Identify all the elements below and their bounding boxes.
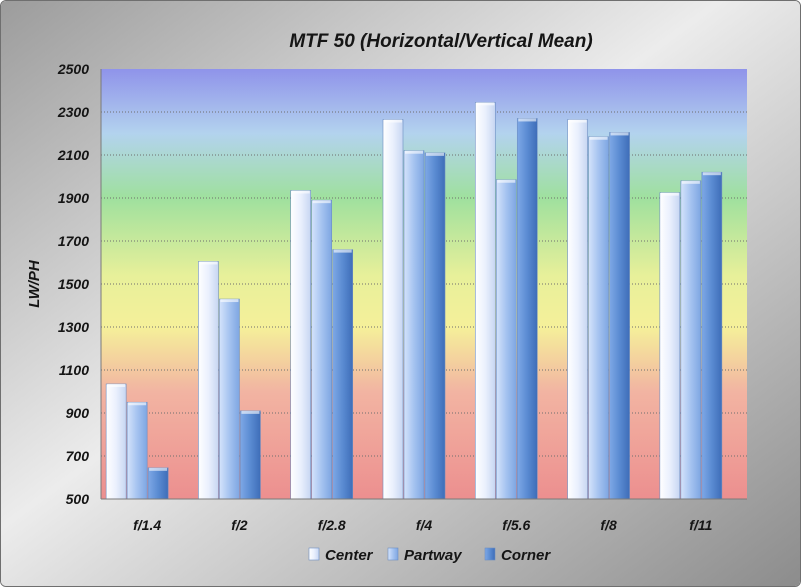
- x-tick-label: f/11: [689, 517, 712, 533]
- y-tick-label: 700: [66, 448, 90, 464]
- bar-highlight: [220, 299, 239, 303]
- y-tick-label: 1500: [58, 276, 89, 292]
- y-tick-label: 1100: [59, 362, 89, 378]
- x-tick-label: f/2: [231, 517, 248, 533]
- bar-corner-f56: [516, 118, 538, 500]
- y-axis-ticks: 500 700 900 1100 1300 1500 1700 1900 2100 2300 250…: [57, 61, 89, 507]
- y-axis-label: LW/PH: [26, 259, 43, 308]
- x-tick-label: f/8: [600, 517, 617, 533]
- bar-highlight: [702, 172, 721, 176]
- bar-highlight: [384, 119, 402, 123]
- bar-highlight: [589, 136, 608, 140]
- bar-corner-f2: [240, 410, 261, 500]
- bar-highlight: [107, 383, 126, 387]
- bar-corner-f8: [609, 132, 630, 500]
- bar-highlight: [149, 467, 168, 471]
- legend-swatch-corner: [484, 547, 496, 561]
- bar-center-f56: [474, 102, 496, 500]
- bar-center-f28: [290, 190, 312, 500]
- bar-highlight: [476, 102, 495, 106]
- bar-partway-f8: [588, 136, 609, 500]
- x-tick-label: f/1.4: [133, 517, 161, 533]
- bar-center-f8: [567, 119, 588, 500]
- bar-highlight: [497, 179, 516, 183]
- legend-label-corner: Corner: [501, 547, 551, 564]
- bar-partway-f28: [311, 199, 333, 500]
- y-tick-label: 2500: [57, 61, 89, 77]
- bar-center-f11: [659, 192, 681, 500]
- bar-highlight: [291, 190, 310, 194]
- y-tick-label: 2300: [57, 104, 89, 120]
- bar-highlight: [241, 410, 260, 414]
- x-axis-ticks: f/1.4 f/2 f/2.8 f/4 f/5.6 f/8 f/11: [133, 517, 712, 533]
- y-tick-label: 500: [66, 491, 90, 507]
- bar-corner-f28: [332, 249, 354, 500]
- y-tick-label: 1300: [58, 319, 89, 335]
- bar-center-f2: [198, 261, 219, 500]
- bar-corner-f4: [424, 152, 446, 500]
- legend-swatch-center: [308, 547, 320, 561]
- y-tick-label: 1900: [58, 190, 89, 206]
- bar-highlight: [199, 261, 218, 265]
- bar-partway-f14: [126, 401, 148, 500]
- y-tick-label: 1700: [58, 233, 89, 249]
- bar-corner-f11: [701, 171, 723, 500]
- bar-highlight: [312, 200, 331, 204]
- bar-partway-f2: [219, 298, 240, 500]
- bar-highlight: [518, 118, 537, 122]
- bar-highlight: [128, 402, 147, 406]
- bar-partway-f4: [403, 150, 425, 500]
- legend-label-partway: Partway: [404, 547, 462, 564]
- y-tick-label: 2100: [57, 147, 89, 163]
- y-tick-label: 900: [66, 405, 90, 421]
- bars: [105, 102, 723, 500]
- bar-partway-f11: [680, 180, 702, 500]
- bar-highlight: [681, 180, 700, 184]
- bar-highlight: [660, 192, 679, 196]
- bar-highlight: [405, 150, 423, 154]
- x-tick-label: f/2.8: [318, 517, 346, 533]
- bar-partway-f56: [495, 179, 517, 500]
- bar-highlight: [333, 249, 352, 253]
- x-tick-label: f/4: [416, 517, 433, 533]
- chart-title: MTF 50 (Horizontal/Vertical Mean): [289, 31, 592, 52]
- legend: Center Partway Corner: [308, 547, 551, 564]
- bar-corner-f14: [147, 467, 169, 500]
- bar-center-f14: [105, 383, 127, 500]
- legend-label-center: Center: [325, 547, 374, 564]
- bar-highlight: [610, 132, 629, 136]
- legend-swatch-partway: [387, 547, 399, 561]
- bar-center-f4: [382, 119, 404, 500]
- bar-highlight: [426, 152, 444, 156]
- bar-highlight: [568, 119, 587, 123]
- x-tick-label: f/5.6: [502, 517, 530, 533]
